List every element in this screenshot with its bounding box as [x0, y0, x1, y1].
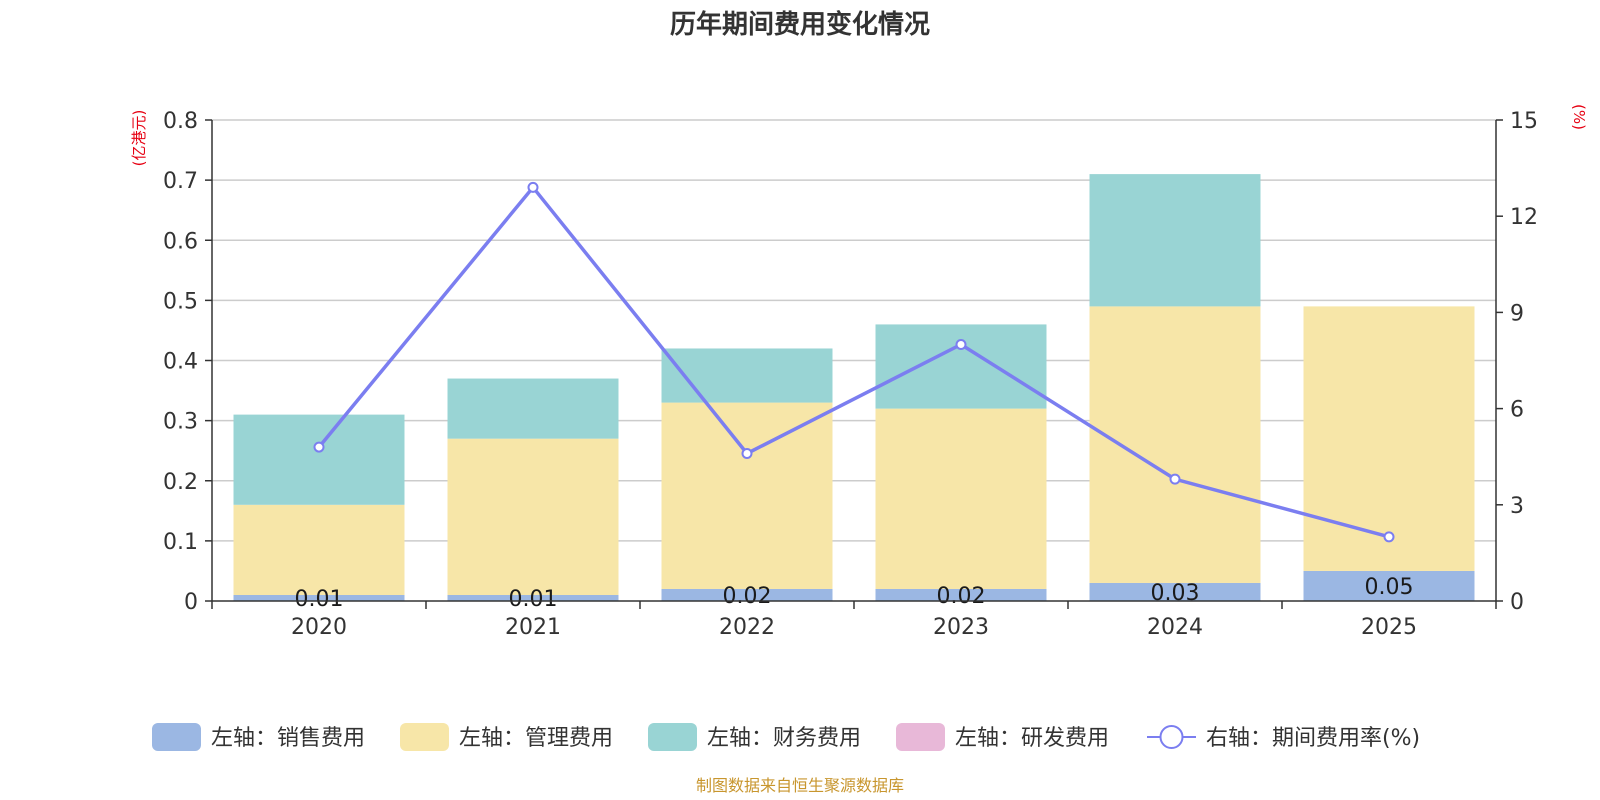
- bar-segment-0: [875, 588, 1047, 601]
- bar-segment-0: [233, 594, 405, 601]
- left-tick-label: 0: [184, 590, 198, 615]
- bar-segment-1: [661, 402, 833, 589]
- right-tick-label: 0: [1510, 590, 1524, 615]
- right-tick-label: 9: [1510, 301, 1524, 326]
- bar-segment-0: [1089, 582, 1261, 601]
- bar-value-label: 0.01: [509, 587, 558, 612]
- legend-label: 左轴：财务费用: [707, 726, 861, 751]
- legend-label: 左轴：研发费用: [955, 726, 1109, 751]
- x-tick-label: 2020: [291, 615, 347, 640]
- right-axis-unit: (%): [1570, 104, 1588, 130]
- bar-segment-2: [875, 324, 1047, 409]
- legend-swatch-3: [896, 723, 945, 751]
- right-tick-label: 3: [1510, 494, 1524, 519]
- left-tick-label: 0.5: [163, 289, 198, 314]
- x-tick-label: 2024: [1147, 615, 1203, 640]
- right-tick-label: 6: [1510, 398, 1524, 423]
- left-tick-label: 0.6: [163, 229, 198, 254]
- left-tick-label: 0.1: [163, 530, 198, 555]
- right-tick-label: 15: [1510, 109, 1538, 134]
- rate-line: [313, 181, 1395, 543]
- data-source-note: 制图数据来自恒生聚源数据库: [696, 776, 904, 795]
- bar-value-label: 0.03: [1151, 581, 1200, 606]
- bar-segment-1: [233, 504, 405, 595]
- rate-point: [955, 338, 967, 350]
- bar-value-label: 0.05: [1365, 575, 1414, 600]
- left-tick-label: 0.3: [163, 410, 198, 435]
- left-tick-label: 0.8: [163, 109, 198, 134]
- bar-segment-1: [1089, 306, 1261, 583]
- x-tick-label: 2022: [719, 615, 775, 640]
- rate-line-path: [317, 184, 1390, 539]
- rate-point: [313, 441, 325, 453]
- axes: 0 0.1 0.2 0.3 0.4 0.5 0.6 0.7 0.8 0 3 6 9 12 15 2020 202…: [163, 109, 1538, 640]
- x-tick-label: 2021: [505, 615, 561, 640]
- bars: 0.01 0.01 0.02 0.02 0.03 0.05: [233, 174, 1475, 612]
- bar-segment-1: [447, 438, 619, 595]
- legend-label: 右轴：期间费用率(%): [1206, 726, 1420, 751]
- bar-segment-2: [447, 378, 619, 439]
- gridlines: [212, 119, 1496, 542]
- legend-label: 左轴：销售费用: [211, 726, 365, 751]
- bar-segment-1: [1303, 306, 1475, 571]
- left-tick-label: 0.2: [163, 470, 198, 495]
- chart-title: 历年期间费用变化情况: [670, 9, 930, 40]
- left-axis-unit: (亿港元): [130, 110, 148, 167]
- bar-segment-0: [447, 594, 619, 601]
- bar-segment-2: [1089, 174, 1261, 307]
- bar-value-label: 0.01: [295, 587, 344, 612]
- bar-segment-1: [875, 408, 1047, 589]
- bar-segment-0: [661, 588, 833, 601]
- legend-label: 左轴：管理费用: [459, 726, 613, 751]
- rate-point: [741, 447, 753, 459]
- left-tick-label: 0.7: [163, 169, 198, 194]
- legend-swatch-2: [648, 723, 697, 751]
- rate-point: [1383, 531, 1395, 543]
- legend-swatch-1: [400, 723, 449, 751]
- bar-value-label: 0.02: [723, 584, 772, 609]
- bar-segment-2: [233, 414, 405, 505]
- bar-segment-2: [661, 348, 833, 403]
- rate-point: [1169, 473, 1181, 485]
- x-tick-label: 2023: [933, 615, 989, 640]
- legend-marker: [1159, 725, 1184, 749]
- left-tick-label: 0.4: [163, 350, 198, 375]
- rate-point: [527, 181, 539, 193]
- x-tick-label: 2025: [1361, 615, 1417, 640]
- right-tick-label: 12: [1510, 205, 1538, 230]
- legend: 左轴：销售费用 左轴：管理费用 左轴：财务费用 左轴：研发费用 右轴：期间费用率(%): [152, 723, 1420, 751]
- legend-swatch-0: [152, 723, 201, 751]
- bar-value-label: 0.02: [937, 584, 986, 609]
- bar-segment-0: [1303, 570, 1475, 601]
